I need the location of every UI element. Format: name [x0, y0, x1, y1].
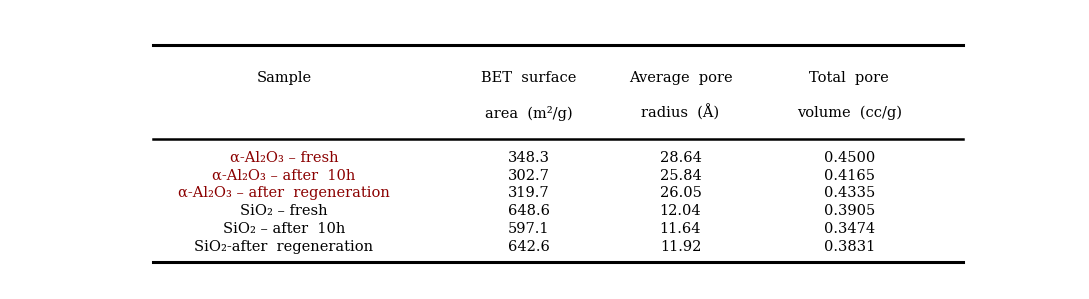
- Text: Average  pore: Average pore: [628, 71, 732, 86]
- Text: 0.3905: 0.3905: [823, 204, 874, 218]
- Text: 597.1: 597.1: [507, 222, 549, 236]
- Text: α-Al₂O₃ – after  10h: α-Al₂O₃ – after 10h: [212, 169, 355, 183]
- Text: 348.3: 348.3: [507, 151, 550, 165]
- Text: α-Al₂O₃ – fresh: α-Al₂O₃ – fresh: [230, 151, 338, 165]
- Text: Total  pore: Total pore: [809, 71, 889, 86]
- Text: 642.6: 642.6: [507, 239, 550, 254]
- Text: 25.84: 25.84: [660, 169, 701, 183]
- Text: area  (m²/g): area (m²/g): [485, 106, 573, 120]
- Text: BET  surface: BET surface: [481, 71, 576, 86]
- Text: 26.05: 26.05: [660, 186, 701, 200]
- Text: 11.92: 11.92: [660, 239, 701, 254]
- Text: α-Al₂O₃ – after  regeneration: α-Al₂O₃ – after regeneration: [178, 186, 390, 200]
- Text: SiO₂-after  regeneration: SiO₂-after regeneration: [194, 239, 374, 254]
- Text: radius  (Å): radius (Å): [641, 105, 720, 121]
- Text: 648.6: 648.6: [507, 204, 550, 218]
- Text: SiO₂ – fresh: SiO₂ – fresh: [240, 204, 328, 218]
- Text: 0.3831: 0.3831: [823, 239, 874, 254]
- Text: 0.4500: 0.4500: [823, 151, 874, 165]
- Text: 28.64: 28.64: [660, 151, 701, 165]
- Text: Sample: Sample: [256, 71, 311, 86]
- Text: 0.3474: 0.3474: [823, 222, 874, 236]
- Text: 319.7: 319.7: [507, 186, 549, 200]
- Text: 0.4165: 0.4165: [823, 169, 874, 183]
- Text: 11.64: 11.64: [660, 222, 701, 236]
- Text: volume  (cc/g): volume (cc/g): [797, 106, 902, 120]
- Text: 302.7: 302.7: [507, 169, 550, 183]
- Text: 12.04: 12.04: [660, 204, 701, 218]
- Text: SiO₂ – after  10h: SiO₂ – after 10h: [222, 222, 345, 236]
- Text: 0.4335: 0.4335: [823, 186, 874, 200]
